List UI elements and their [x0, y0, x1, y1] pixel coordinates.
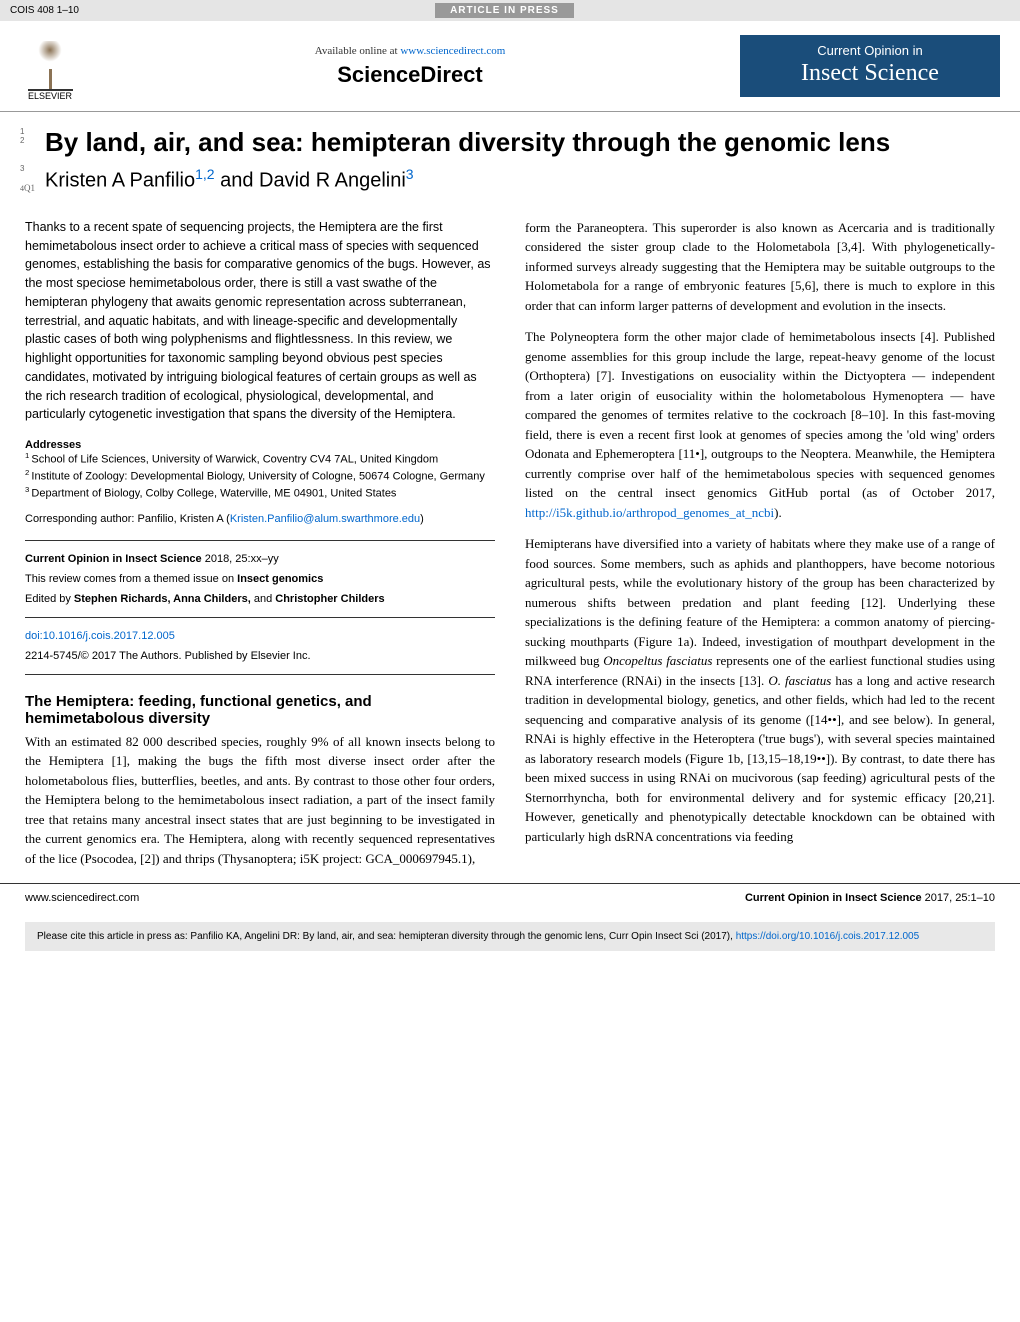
header-bar: COIS 408 1–10 ARTICLE IN PRESS [0, 0, 1020, 21]
elsevier-logo: ELSEVIER [20, 31, 80, 101]
sciencedirect-logo: ScienceDirect [315, 62, 506, 88]
divider [25, 674, 495, 675]
body-paragraph: form the Paraneoptera. This superorder i… [525, 218, 995, 316]
corresponding-author: Corresponding author: Panfilio, Kristen … [25, 512, 495, 527]
divider [25, 540, 495, 541]
address-2: 2 Institute of Zoology: Developmental Bi… [25, 468, 495, 485]
elsevier-text: ELSEVIER [28, 91, 72, 101]
page-footer: www.sciencedirect.com Current Opinion in… [0, 883, 1020, 912]
doi-link[interactable]: doi:10.1016/j.cois.2017.12.005 [25, 630, 175, 642]
right-column: form the Paraneoptera. This superorder i… [525, 218, 995, 868]
addresses-heading: Addresses [25, 439, 495, 451]
address-3: 3 Department of Biology, Colby College, … [25, 485, 495, 502]
footer-left: www.sciencedirect.com [25, 892, 139, 904]
author-email[interactable]: Kristen.Panfilio@alum.swarthmore.edu [230, 513, 420, 525]
main-content: Thanks to a recent spate of sequencing p… [0, 203, 1020, 883]
abstract-text: Thanks to a recent spate of sequencing p… [25, 218, 495, 424]
section-heading: The Hemiptera: feeding, functional genet… [25, 693, 495, 727]
body-paragraph: Hemipterans have diversified into a vari… [525, 534, 995, 846]
journal-badge: Current Opinion in Insect Science [740, 35, 1000, 97]
citation-doi-link[interactable]: https://doi.org/10.1016/j.cois.2017.12.0… [736, 931, 919, 942]
available-online-text: Available online at www.sciencedirect.co… [315, 45, 506, 57]
footer-right: Current Opinion in Insect Science 2017, … [745, 892, 995, 904]
article-in-press-badge: ARTICLE IN PRESS [435, 3, 574, 18]
body-paragraph: The Polyneoptera form the other major cl… [525, 327, 995, 522]
journal-name: Insect Science [755, 60, 985, 87]
themed-issue: This review comes from a themed issue on… [25, 573, 495, 585]
q1-marker: 4Q1 [20, 183, 35, 193]
line-number: 12 [20, 127, 24, 145]
line-number: 3 [20, 164, 24, 173]
left-column: Thanks to a recent spate of sequencing p… [25, 218, 495, 868]
body-paragraph: With an estimated 82 000 described speci… [25, 732, 495, 869]
elsevier-tree-icon [28, 41, 73, 91]
divider [25, 617, 495, 618]
journal-prefix: Current Opinion in [755, 43, 985, 58]
address-1: 1 School of Life Sciences, University of… [25, 451, 495, 468]
top-section: ELSEVIER Available online at www.science… [0, 21, 1020, 112]
authors: Kristen A Panfilio1,2 and David R Angeli… [45, 166, 995, 193]
sciencedirect-url[interactable]: www.sciencedirect.com [400, 45, 505, 57]
journal-reference: Current Opinion in Insect Science 2018, … [25, 553, 495, 565]
editors: Edited by Stephen Richards, Anna Childer… [25, 593, 495, 605]
github-url[interactable]: http://i5k.github.io/arthropod_genomes_a… [525, 505, 774, 520]
article-code: COIS 408 1–10 [10, 5, 79, 16]
copyright: 2214-5745/© 2017 The Authors. Published … [25, 650, 495, 662]
citation-box: Please cite this article in press as: Pa… [25, 922, 995, 951]
doi: doi:10.1016/j.cois.2017.12.005 [25, 630, 495, 642]
title-section: 12 3 By land, air, and sea: hemipteran d… [0, 112, 1020, 203]
article-title: By land, air, and sea: hemipteran divers… [45, 127, 995, 158]
